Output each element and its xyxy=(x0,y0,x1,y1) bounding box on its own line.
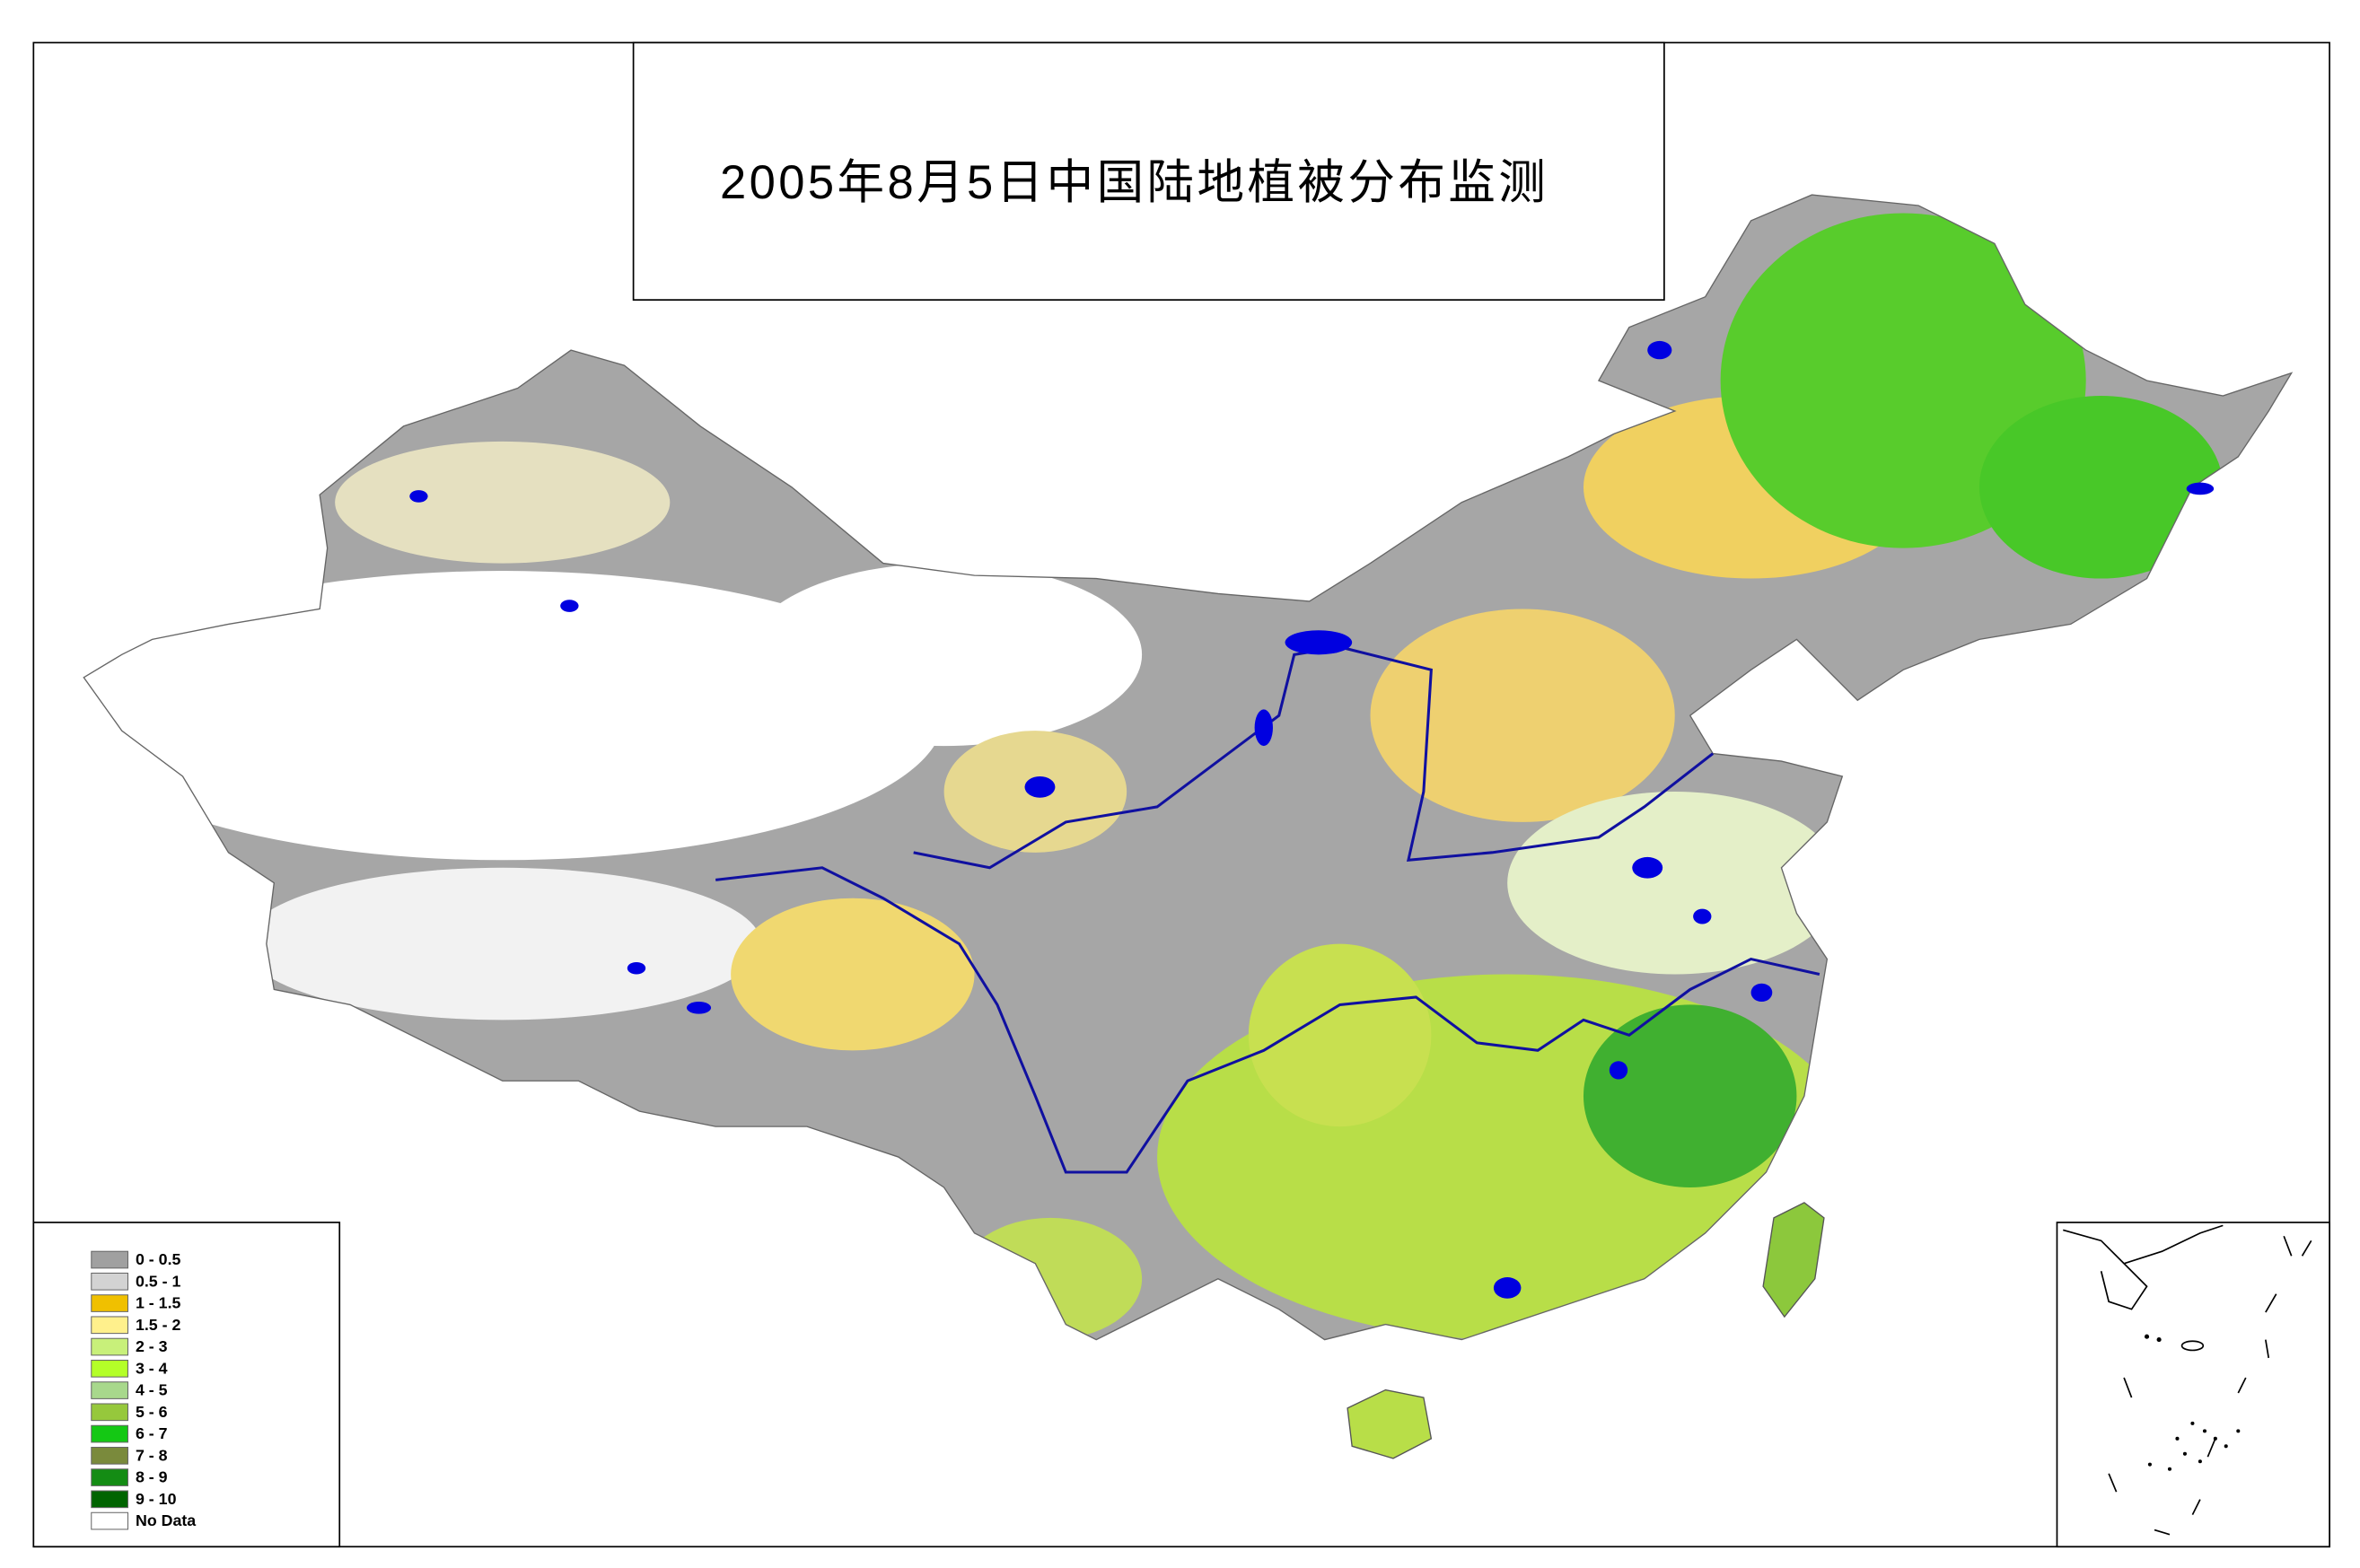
legend: 0 - 0.5 0.5 - 1 1 - 1.5 1.5 - 2 2 - 3 3 - 4 4 … xyxy=(91,1250,197,1530)
lakes xyxy=(409,340,2215,1299)
map-title: 2005年8月5日中国陆地植被分布监测 xyxy=(720,156,1548,209)
legend-swatch xyxy=(91,1359,128,1378)
legend-swatch xyxy=(91,1316,128,1335)
legend-swatch xyxy=(91,1272,128,1291)
legend-label: 1 - 1.5 xyxy=(136,1294,181,1312)
south-china-sea-inset xyxy=(2056,1222,2330,1548)
legend-label: 9 - 10 xyxy=(136,1490,177,1508)
legend-label: 4 - 5 xyxy=(136,1381,168,1399)
legend-label: 3 - 4 xyxy=(136,1359,168,1377)
legend-swatch xyxy=(91,1468,128,1486)
legend-swatch xyxy=(91,1490,128,1509)
hainan xyxy=(1347,1388,1433,1459)
legend-label: 8 - 9 xyxy=(136,1468,168,1486)
legend-swatch xyxy=(91,1250,128,1269)
legend-label: 5 - 6 xyxy=(136,1403,168,1421)
legend-swatch xyxy=(91,1403,128,1422)
title-box xyxy=(632,41,1665,301)
legend-box xyxy=(32,1222,341,1548)
legend-label: 7 - 8 xyxy=(136,1446,168,1464)
legend-label: 0.5 - 1 xyxy=(136,1272,181,1290)
legend-swatch xyxy=(91,1424,128,1443)
legend-swatch xyxy=(91,1294,128,1312)
legend-swatch xyxy=(91,1381,128,1399)
taiwan xyxy=(1762,1202,1825,1318)
legend-label: 6 - 7 xyxy=(136,1424,168,1442)
legend-label: 0 - 0.5 xyxy=(136,1250,181,1268)
legend-swatch xyxy=(91,1446,128,1465)
legend-label: No Data xyxy=(136,1511,197,1529)
legend-swatch xyxy=(91,1511,128,1530)
legend-label: 2 - 3 xyxy=(136,1337,168,1355)
legend-label: 1.5 - 2 xyxy=(136,1316,181,1334)
legend-swatch xyxy=(91,1337,128,1356)
